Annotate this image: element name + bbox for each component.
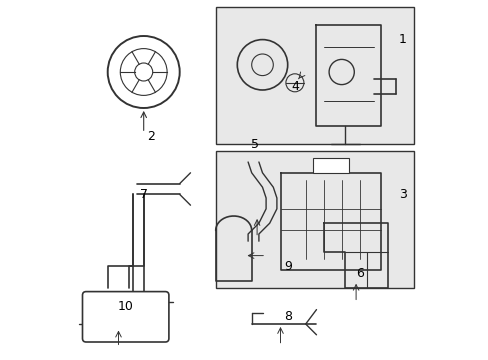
Text: 9: 9 bbox=[283, 260, 291, 273]
Text: 7: 7 bbox=[140, 188, 147, 201]
Text: 10: 10 bbox=[118, 300, 133, 312]
Text: 8: 8 bbox=[283, 310, 291, 323]
Text: 4: 4 bbox=[290, 80, 298, 93]
Text: 3: 3 bbox=[398, 188, 406, 201]
FancyBboxPatch shape bbox=[215, 151, 413, 288]
FancyBboxPatch shape bbox=[312, 158, 348, 173]
FancyBboxPatch shape bbox=[215, 7, 413, 144]
Text: 6: 6 bbox=[355, 267, 363, 280]
FancyBboxPatch shape bbox=[82, 292, 168, 342]
Text: 1: 1 bbox=[398, 33, 406, 46]
Text: 2: 2 bbox=[147, 130, 155, 143]
Text: 5: 5 bbox=[251, 138, 259, 150]
